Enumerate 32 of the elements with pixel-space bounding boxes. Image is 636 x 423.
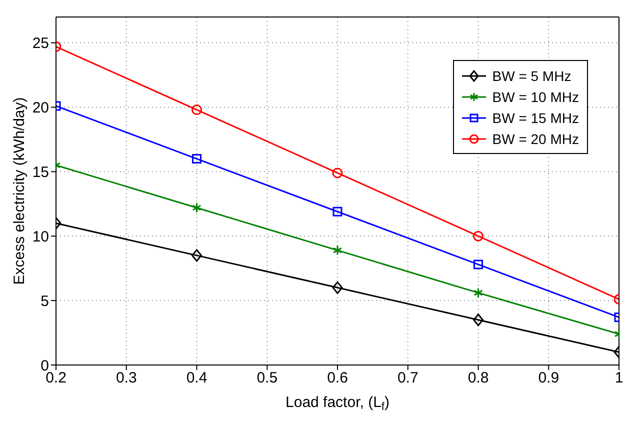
x-tick-label: 0.2 [46,370,66,387]
legend-label: BW = 5 MHz [492,68,572,84]
x-tick-label: 0.7 [397,370,418,387]
x-tick-label: 1 [614,370,624,387]
legend-label: BW = 15 MHz [492,110,579,126]
point [332,168,343,178]
point [332,245,342,256]
y-tick-label: 25 [32,35,49,52]
x-tick-label: 0.4 [186,370,208,387]
point [474,288,483,298]
y-tick-label: 5 [40,292,49,310]
x-tick-label: 0.9 [538,370,560,387]
point [332,281,343,294]
legend-label: BW = 10 MHz [492,88,579,104]
point [192,202,202,214]
legend-label: BW = 20 MHz [492,130,579,146]
y-axis-title: Excess electricity (kWh/day) [11,97,28,285]
y-tick-label: 15 [32,164,49,181]
point [192,154,202,164]
x-axis-title: Load factor, (L$_{f}$) [286,394,390,414]
point [473,314,484,326]
point [192,249,202,262]
point [192,104,202,116]
x-tick-label: 0.6 [327,370,348,387]
y-tick-label: 20 [32,100,49,117]
point [474,260,483,270]
point [332,206,342,216]
y-tick-label: 10 [32,228,49,246]
point [473,230,484,242]
x-tick-label: 0.5 [256,370,278,387]
x-tick-label: 0.8 [468,370,489,387]
x-tick-label: 0.3 [116,370,137,387]
